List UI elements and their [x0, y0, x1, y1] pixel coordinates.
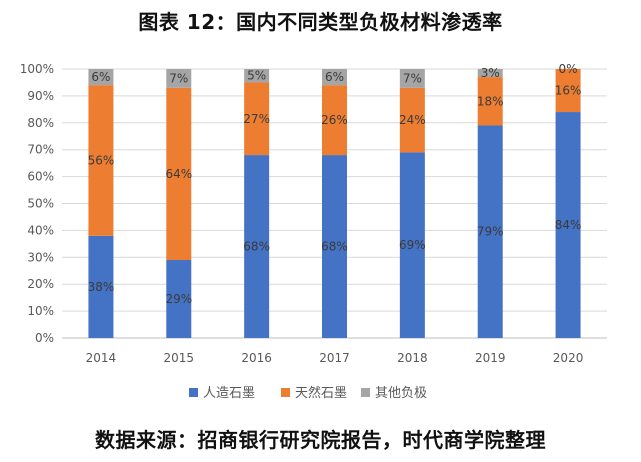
- legend-item: 人造石墨: [189, 386, 255, 401]
- x-tick-label: 2014: [86, 351, 117, 365]
- x-tick-label: 2020: [553, 351, 584, 365]
- legend-label: 人造石墨: [203, 386, 255, 401]
- bar-segment: [477, 77, 503, 126]
- data-label: 27%: [243, 112, 270, 126]
- bar-segment: [322, 69, 347, 86]
- data-label: 16%: [555, 84, 582, 98]
- bar-segment: [322, 155, 347, 338]
- data-label: 6%: [91, 70, 110, 84]
- data-labels: 38% 56% 6% 29% 64% 7% 68% 27% 5% 68% 26% 6% 69% 24% 7%…: [88, 62, 582, 306]
- y-tick-label: 80%: [27, 116, 54, 130]
- data-label: 29%: [165, 292, 192, 306]
- y-tick-label: 0%: [35, 331, 54, 345]
- bar-segment: [244, 82, 270, 156]
- bar-segment: [399, 69, 425, 88]
- chart-title: 图表 12：国内不同类型负极材料渗透率: [138, 10, 503, 34]
- x-tick-label: 2018: [397, 351, 428, 365]
- data-label: 69%: [399, 238, 426, 252]
- data-label: 6%: [325, 70, 344, 84]
- bars: [88, 69, 581, 339]
- bar-segment: [322, 85, 347, 156]
- x-tick-label: 2017: [319, 351, 350, 365]
- y-tick-label: 70%: [27, 143, 54, 157]
- bar-segment: [244, 69, 270, 83]
- bar-segment: [477, 69, 503, 78]
- bar-segment: [88, 85, 114, 236]
- data-label: 68%: [321, 240, 348, 254]
- bar-segment: [88, 69, 114, 86]
- bar-segment: [88, 235, 114, 338]
- legend-label: 其他负极: [375, 386, 427, 401]
- y-tick-label: 100%: [20, 62, 54, 76]
- data-label: 79%: [477, 225, 504, 239]
- legend: 人造石墨 天然石墨 其他负极: [189, 385, 427, 401]
- y-tick-label: 20%: [27, 277, 54, 291]
- data-label: 64%: [165, 167, 192, 181]
- legend-swatch: [189, 388, 198, 397]
- data-label: 24%: [399, 113, 426, 127]
- source-note: 数据来源：招商银行研究院报告，时代商学院整理: [95, 428, 546, 452]
- data-label: 5%: [247, 69, 266, 83]
- data-label: 3%: [481, 66, 500, 80]
- data-label: 0%: [559, 62, 578, 76]
- y-tick-label: 40%: [27, 223, 54, 237]
- y-tick-label: 10%: [27, 304, 54, 318]
- x-tick-label: 2019: [475, 351, 506, 365]
- legend-swatch: [281, 388, 290, 397]
- data-label: 68%: [243, 240, 270, 254]
- bar-segment: [399, 87, 425, 153]
- x-tick-label: 2015: [164, 351, 195, 365]
- data-label: 56%: [88, 153, 115, 167]
- legend-item: 天然石墨: [281, 385, 347, 401]
- data-label: 38%: [88, 280, 115, 294]
- x-tick-label: 2016: [241, 351, 272, 365]
- data-label: 7%: [169, 71, 188, 85]
- legend-label: 天然石墨: [295, 385, 347, 401]
- y-tick-label: 90%: [27, 89, 54, 103]
- y-axis-ticks: 0% 10% 20% 30% 40% 50% 60% 70% 80% 90% 100%: [20, 62, 54, 345]
- bar-segment: [399, 152, 425, 338]
- bar-segment: [166, 69, 192, 88]
- bar-segment: [477, 125, 503, 339]
- data-label: 7%: [403, 71, 422, 85]
- bar-segment: [166, 259, 192, 338]
- data-label: 26%: [321, 113, 348, 127]
- y-tick-label: 50%: [27, 197, 54, 211]
- bar-segment: [555, 69, 581, 113]
- legend-item: 其他负极: [361, 386, 427, 401]
- data-label: 84%: [555, 218, 582, 232]
- legend-swatch: [361, 388, 370, 397]
- data-label: 18%: [477, 94, 504, 108]
- bar-segment: [555, 112, 581, 338]
- y-tick-label: 30%: [27, 250, 54, 264]
- bar-segment: [166, 87, 192, 260]
- y-tick-label: 60%: [27, 170, 54, 184]
- x-axis-ticks: 2014 2015 2016 2017 2018 2019 2020: [86, 351, 584, 365]
- bar-segment: [244, 155, 270, 338]
